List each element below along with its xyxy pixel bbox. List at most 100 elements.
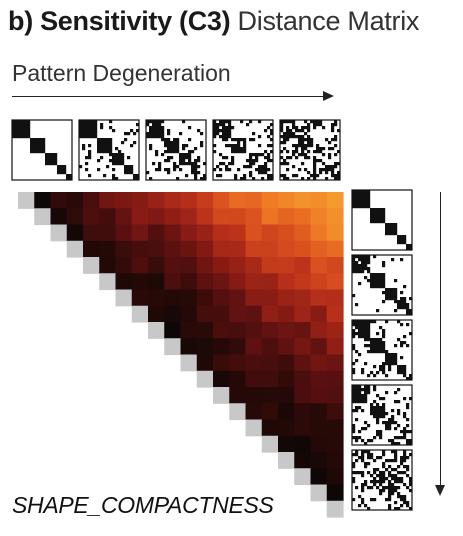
pattern-pixel [358, 391, 362, 395]
pattern-pixel [367, 255, 371, 259]
pattern-pixel [301, 138, 305, 142]
pattern-pixel [400, 241, 404, 245]
pattern-pixel [352, 371, 356, 375]
pattern-pixel [222, 129, 226, 133]
pattern-pixel [370, 211, 374, 215]
pattern-pixel [237, 168, 241, 172]
pattern-pixel [36, 147, 40, 151]
heatmap-cell [310, 289, 328, 307]
pattern-pixel [112, 168, 116, 172]
pattern-pixel [130, 129, 134, 133]
heatmap-cell [164, 273, 182, 291]
pattern-pixel [364, 388, 368, 392]
pattern-pixel [394, 359, 398, 363]
pattern-pixel [158, 168, 162, 172]
heatmap-cell [180, 305, 198, 323]
pattern-pixel [403, 241, 407, 245]
pattern-pixel [94, 120, 98, 124]
pattern-pixel [358, 471, 362, 475]
pattern-pixel [376, 273, 380, 277]
pattern-pixel [337, 177, 341, 181]
pattern-pixel [394, 421, 398, 425]
pattern-pixel [79, 129, 83, 133]
pattern-pixel [379, 397, 383, 401]
pattern-pixel [355, 471, 359, 475]
pattern-pixel [364, 190, 368, 194]
heatmap-cell [245, 289, 263, 307]
pattern-pixel [382, 208, 386, 212]
metric-label: SHAPE_COMPACTNESS [12, 492, 274, 518]
pattern-pixel [361, 450, 365, 454]
pattern-pixel [391, 359, 395, 363]
pattern-pixel [403, 427, 407, 431]
pattern-pixel [361, 474, 365, 478]
pattern-pixel [158, 135, 162, 139]
pattern-pixel [170, 156, 174, 160]
heatmap-cell [99, 192, 117, 209]
pattern-pixel [394, 453, 398, 457]
pattern-pixel [15, 132, 19, 136]
pattern-pixel [364, 442, 368, 446]
heatmap-cell [294, 257, 312, 274]
pattern-pixel [48, 156, 52, 160]
heatmap-cell [294, 289, 312, 307]
pattern-pixel [194, 168, 198, 172]
heatmap-cell [245, 322, 263, 339]
heatmap-cell [34, 208, 52, 226]
heatmap-cell [229, 387, 247, 404]
pattern-pixel [352, 424, 356, 428]
pattern-pixel [352, 196, 356, 200]
pattern-pixel [54, 153, 58, 157]
pattern-pixel [100, 150, 104, 154]
pattern-pixel [194, 171, 198, 175]
pattern-pixel [313, 156, 317, 160]
pattern-pixel [15, 123, 19, 127]
pattern-pixel [173, 162, 177, 166]
pattern-pixel [316, 123, 320, 127]
heatmap-cell [213, 240, 230, 258]
heatmap-cell [66, 208, 84, 226]
pattern-pixel [182, 162, 186, 166]
heatmap-cell [164, 208, 182, 226]
pattern-pixel [367, 462, 371, 466]
pattern-pixel [225, 135, 229, 139]
pattern-pixel [364, 427, 368, 431]
pattern-pixel [385, 229, 389, 233]
pattern-pixel [310, 120, 314, 124]
heatmap-cell [229, 338, 247, 356]
pattern-pixel [391, 474, 395, 478]
pattern-pixel [385, 223, 389, 227]
heatmap-cell [245, 387, 263, 404]
pattern-pixel [367, 453, 371, 457]
heatmap-cell [196, 289, 214, 307]
pattern-pixel [252, 138, 256, 142]
pattern-pixel [322, 168, 326, 172]
pattern-pixel [79, 135, 83, 139]
heatmap-cell [261, 419, 279, 437]
pattern-pixel [400, 462, 404, 466]
pattern-pixel [382, 371, 386, 375]
heatmap-cell [229, 224, 247, 242]
pattern-pixel [222, 132, 226, 136]
pattern-pixel [228, 120, 232, 124]
pattern-pixel [403, 365, 407, 369]
pattern-pixel [252, 177, 256, 181]
pattern-pixel [352, 409, 356, 413]
pattern-pixel [373, 320, 377, 324]
pattern-pixel [243, 144, 247, 148]
pattern-pixel [361, 202, 365, 206]
heatmap-cell [294, 240, 312, 258]
heatmap-cell [131, 305, 149, 323]
pattern-pixel [301, 177, 305, 181]
pattern-pixel [249, 165, 253, 169]
pattern-pixel [379, 430, 383, 434]
pattern-pixel [394, 442, 398, 446]
pattern-pixel [88, 135, 92, 139]
heatmap-cell [196, 322, 214, 339]
pattern-pixel [313, 150, 317, 154]
pattern-pixel [176, 138, 180, 142]
pattern-pixel [379, 471, 383, 475]
pattern-pixel [267, 135, 271, 139]
pattern-pixel [382, 397, 386, 401]
pattern-pixel [255, 168, 259, 172]
